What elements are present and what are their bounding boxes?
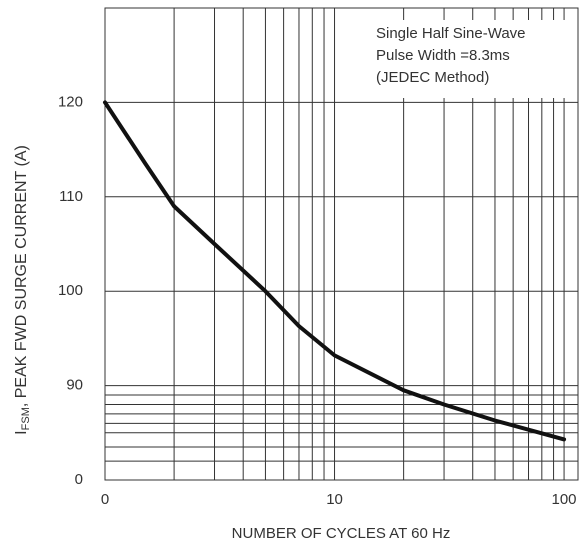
y-label-rest: , PEAK FWD SURGE CURRENT (A): [13, 145, 30, 407]
y-tick-label: 120: [58, 93, 83, 110]
annotation: (JEDEC Method): [376, 69, 489, 86]
annotation-box: [365, 20, 570, 98]
annotation: Single Half Sine-Wave: [376, 25, 526, 42]
annotation: Pulse Width =8.3ms: [376, 47, 510, 64]
y-label-main: I: [13, 430, 30, 434]
x-axis-label: NUMBER OF CYCLES AT 60 Hz: [232, 525, 451, 542]
curve: [103, 100, 567, 442]
x-tick-label: 10: [326, 491, 343, 508]
plot-frame: [104, 7, 579, 481]
x-tick-label: 0: [101, 491, 109, 508]
y-tick-label: 90: [66, 377, 83, 394]
y-axis-label: IFSM, PEAK FWD SURGE CURRENT (A): [13, 145, 32, 435]
x-tick-label: 100: [551, 491, 576, 508]
y-label-sub: FSM: [20, 407, 32, 430]
y-tick-label: 100: [58, 282, 83, 299]
y-tick-label: 110: [59, 188, 83, 205]
y-tick-label: 0: [75, 471, 83, 488]
